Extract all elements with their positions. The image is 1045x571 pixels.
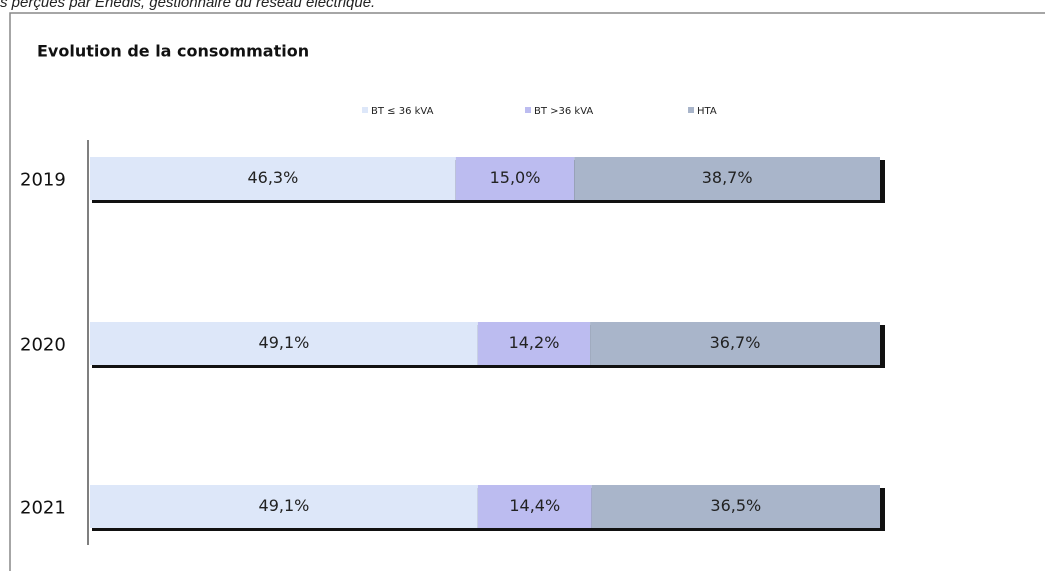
bar-segment <box>591 485 880 528</box>
data-label: 49,1% <box>259 496 310 515</box>
data-label: 14,4% <box>509 496 560 515</box>
bar-segment <box>90 322 478 365</box>
bar-segment <box>477 485 592 528</box>
legend-swatch <box>362 107 368 113</box>
bar-segment <box>590 322 880 365</box>
data-label: 15,0% <box>490 168 541 187</box>
legend-label: BT ≤ 36 kVA <box>371 106 434 117</box>
legend-swatch <box>525 107 531 113</box>
legend-label: BT >36 kVA <box>534 106 593 117</box>
y-tick-label: 2021 <box>20 498 66 519</box>
y-tick-label: 2020 <box>20 335 66 356</box>
caption: s perçues par Enedis, gestionnaire du ré… <box>0 0 376 11</box>
legend-label: HTA <box>697 106 717 117</box>
bar-segment <box>90 157 456 200</box>
bar-segment <box>455 157 575 200</box>
data-label: 14,2% <box>509 333 560 352</box>
data-label: 36,7% <box>710 333 761 352</box>
frame <box>9 12 1045 571</box>
data-label: 49,1% <box>259 333 310 352</box>
data-label: 36,5% <box>710 496 761 515</box>
bar-segment <box>574 157 880 200</box>
data-label: 46,3% <box>247 168 298 187</box>
data-label: 38,7% <box>702 168 753 187</box>
bar-segment <box>477 322 591 365</box>
legend-swatch <box>688 107 694 113</box>
chart-title: Evolution de la consommation <box>37 42 309 61</box>
y-tick-label: 2019 <box>20 170 66 191</box>
bar-segment <box>90 485 478 528</box>
